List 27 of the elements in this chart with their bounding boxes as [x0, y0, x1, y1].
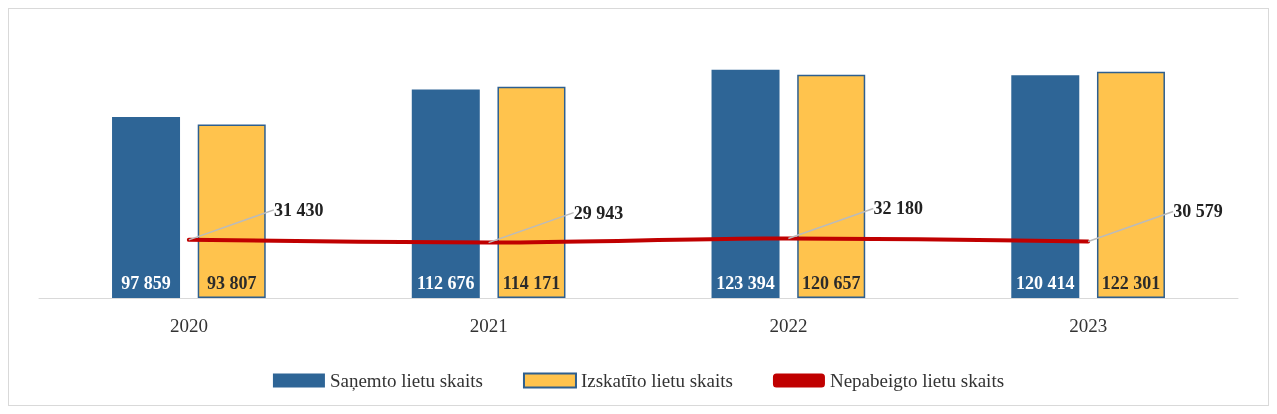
bar [711, 69, 780, 298]
data-label: 97 859 [121, 273, 171, 293]
legend-label: Saņemto lietu skaits [329, 370, 483, 391]
x-tick-label: 2023 [1069, 315, 1108, 336]
data-label: 31 430 [273, 199, 324, 220]
data-label: 123 394 [716, 273, 775, 293]
bar [197, 124, 266, 298]
bar [1011, 75, 1080, 298]
bar [1096, 71, 1165, 298]
data-label: 122 301 [1101, 273, 1161, 293]
data-label: 114 171 [502, 273, 561, 293]
data-label: 120 657 [801, 273, 861, 293]
bar [112, 116, 181, 298]
data-label: 93 807 [206, 273, 257, 293]
data-label: 32 180 [873, 198, 923, 219]
x-tick-label: 2021 [469, 315, 508, 336]
bar [797, 74, 866, 298]
x-tick-label: 2020 [169, 315, 208, 336]
bar [497, 86, 566, 298]
bar [411, 89, 480, 298]
x-tick-label: 2022 [769, 315, 808, 336]
legend-label: Izskatīto lietu skaits [580, 370, 733, 391]
legend-label: Nepabeigto lietu skaits [829, 370, 1005, 391]
data-label: 30 579 [1173, 201, 1223, 222]
data-label: 112 676 [417, 273, 475, 293]
data-label: 120 414 [1016, 273, 1075, 293]
data-label: 29 943 [573, 202, 624, 223]
